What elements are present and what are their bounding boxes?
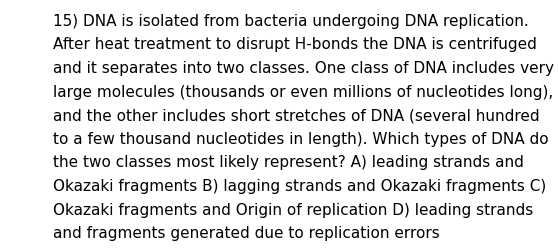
Text: 15) DNA is isolated from bacteria undergoing DNA replication.: 15) DNA is isolated from bacteria underg… xyxy=(53,14,529,29)
Text: Okazaki fragments and Origin of replication D) leading strands: Okazaki fragments and Origin of replicat… xyxy=(53,202,533,217)
Text: large molecules (thousands or even millions of nucleotides long),: large molecules (thousands or even milli… xyxy=(53,84,554,99)
Text: Okazaki fragments B) lagging strands and Okazaki fragments C): Okazaki fragments B) lagging strands and… xyxy=(53,178,546,193)
Text: the two classes most likely represent? A) leading strands and: the two classes most likely represent? A… xyxy=(53,155,524,170)
Text: After heat treatment to disrupt H-bonds the DNA is centrifuged: After heat treatment to disrupt H-bonds … xyxy=(53,37,537,52)
Text: and the other includes short stretches of DNA (several hundred: and the other includes short stretches o… xyxy=(53,108,540,123)
Text: and fragments generated due to replication errors: and fragments generated due to replicati… xyxy=(53,225,440,240)
Text: to a few thousand nucleotides in length). Which types of DNA do: to a few thousand nucleotides in length)… xyxy=(53,131,549,146)
Text: and it separates into two classes. One class of DNA includes very: and it separates into two classes. One c… xyxy=(53,61,554,76)
